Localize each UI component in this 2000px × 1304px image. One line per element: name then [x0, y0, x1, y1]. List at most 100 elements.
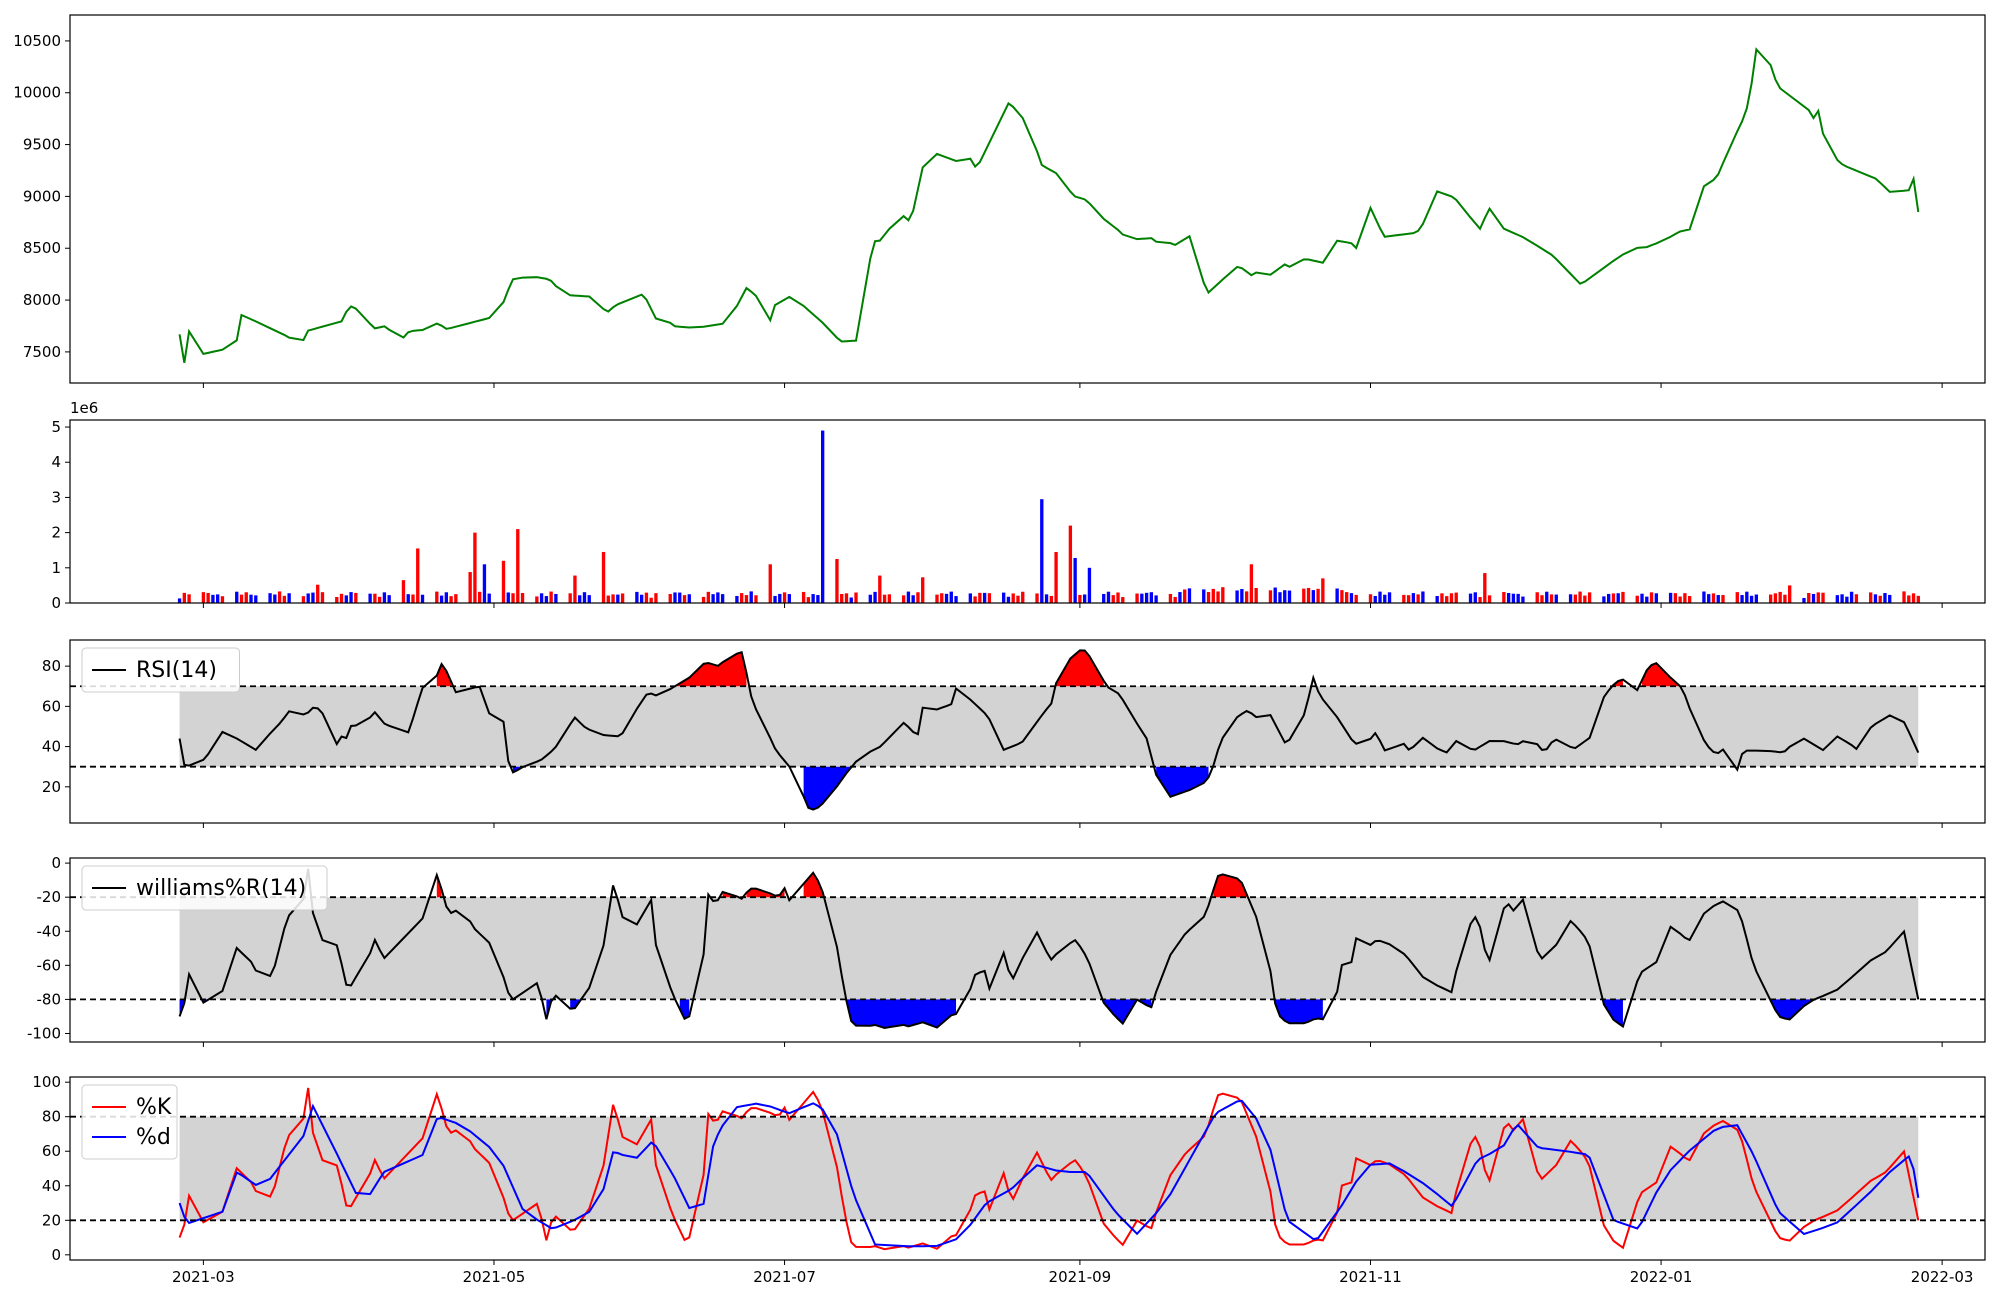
williams-panel: -100 -80 -60 -40 -20 0 williams%R(14) — [27, 854, 1986, 1047]
volume-bar — [239, 594, 244, 603]
volume-bar — [1835, 595, 1839, 603]
volume-bar — [954, 596, 958, 603]
volume-bar — [1144, 592, 1149, 603]
volume-bar — [1549, 594, 1554, 603]
volume-bar — [1273, 587, 1277, 603]
volume-bar — [1535, 592, 1539, 603]
volume-bar — [1140, 593, 1144, 603]
volume-bar — [1416, 594, 1420, 603]
volume-bar — [449, 596, 453, 603]
volume-bar — [349, 592, 353, 603]
rsi-band-fill — [179, 686, 1919, 767]
volume-bar — [949, 591, 953, 603]
price-panel: 7500 8000 8500 9000 9500 10000 10500 — [13, 14, 1986, 388]
williams-oversold-fill — [846, 999, 957, 1028]
volume-bar — [1645, 596, 1649, 603]
volume-bar — [1049, 595, 1053, 603]
volume-bar — [201, 592, 206, 603]
volume-bar — [1316, 588, 1320, 603]
rsi-overbought-fill — [674, 652, 747, 687]
stochastic-frame — [69, 1076, 1986, 1261]
volume-panel: 0 1 2 3 4 5 1e6 — [51, 399, 1986, 612]
volume-bar — [1387, 592, 1392, 603]
volume-bar — [1821, 592, 1825, 603]
volume-bar — [1716, 595, 1720, 603]
volume-bar — [1306, 587, 1311, 603]
volume-bar — [273, 594, 277, 603]
stochastic-d-line — [178, 1099, 1920, 1248]
williams-y-tick-label: -40 — [37, 922, 62, 940]
rsi-y-ticks: 20 40 60 80 — [42, 657, 70, 796]
volume-bar — [1640, 593, 1644, 603]
volume-bar — [921, 577, 925, 603]
volume-bar — [749, 591, 753, 603]
volume-bar — [754, 595, 758, 603]
volume-bar — [1221, 587, 1225, 603]
volume-bar — [1044, 594, 1049, 603]
volume-bar — [1121, 597, 1125, 603]
volume-bar — [549, 591, 553, 603]
price-y-tick-label: 10500 — [13, 32, 61, 50]
volume-bar — [406, 594, 410, 603]
volume-bar — [511, 593, 515, 603]
volume-bar — [639, 594, 644, 603]
volume-bar — [468, 572, 472, 603]
williams-oversold-fill — [1103, 999, 1152, 1024]
volume-bar — [206, 592, 210, 603]
rsi-line — [178, 649, 1920, 811]
volume-bar — [377, 596, 382, 603]
price-y-tick-label: 9000 — [23, 187, 61, 205]
volume-bar — [616, 594, 620, 603]
volume-bar — [1907, 595, 1911, 603]
volume-bar — [1411, 593, 1416, 603]
rsi-overbought-fill — [436, 664, 452, 687]
volume-bar — [1311, 590, 1315, 603]
stochastic-y-tick-label: 40 — [42, 1177, 61, 1195]
price-frame — [69, 14, 1986, 384]
volume-bar — [1002, 592, 1006, 603]
volume-bar — [1521, 596, 1525, 603]
volume-bar — [254, 595, 258, 603]
volume-bar — [1587, 592, 1592, 603]
volume-bar — [1849, 591, 1854, 603]
williams-line — [178, 868, 1920, 1030]
stochastic-legend-label: %K — [136, 1095, 172, 1120]
volume-bar — [420, 594, 425, 603]
volume-bar — [1683, 593, 1687, 603]
volume-bar — [678, 592, 682, 603]
volume-bar — [882, 594, 887, 603]
volume-bar — [854, 592, 858, 603]
volume-bar — [673, 592, 677, 603]
volume-bar — [544, 596, 549, 603]
williams-oversold-fill — [1275, 999, 1323, 1024]
volume-bar — [1278, 592, 1282, 603]
volume-bar — [335, 596, 339, 603]
volume-bar — [573, 575, 577, 603]
volume-bar — [244, 592, 248, 603]
volume-bar — [1483, 573, 1487, 603]
volume-bar — [339, 593, 344, 603]
volume-bar — [454, 594, 458, 603]
volume-bar — [1616, 593, 1620, 603]
volume-bar — [649, 597, 653, 603]
volume-bar — [1568, 594, 1573, 603]
volume-bar — [906, 591, 911, 603]
volume-bar — [1607, 593, 1611, 603]
volume-bar — [1649, 592, 1654, 603]
volume-bar — [216, 594, 220, 603]
stochastic-y-tick-label: 0 — [51, 1246, 61, 1264]
volume-bar — [1078, 594, 1082, 603]
volume-bar — [1383, 594, 1387, 603]
rsi-legend-box — [81, 647, 240, 693]
volume-bar — [968, 593, 973, 603]
stochastic-y-tick-label: 80 — [42, 1108, 61, 1126]
rsi-legend-label: RSI(14) — [136, 658, 217, 683]
volume-bar — [1678, 596, 1682, 603]
volume-bar — [635, 591, 639, 603]
volume-bar — [811, 594, 815, 603]
volume-bar — [1021, 591, 1025, 603]
volume-bar — [1187, 588, 1192, 603]
volume-bar — [1473, 592, 1477, 603]
volume-bar — [1883, 593, 1887, 603]
